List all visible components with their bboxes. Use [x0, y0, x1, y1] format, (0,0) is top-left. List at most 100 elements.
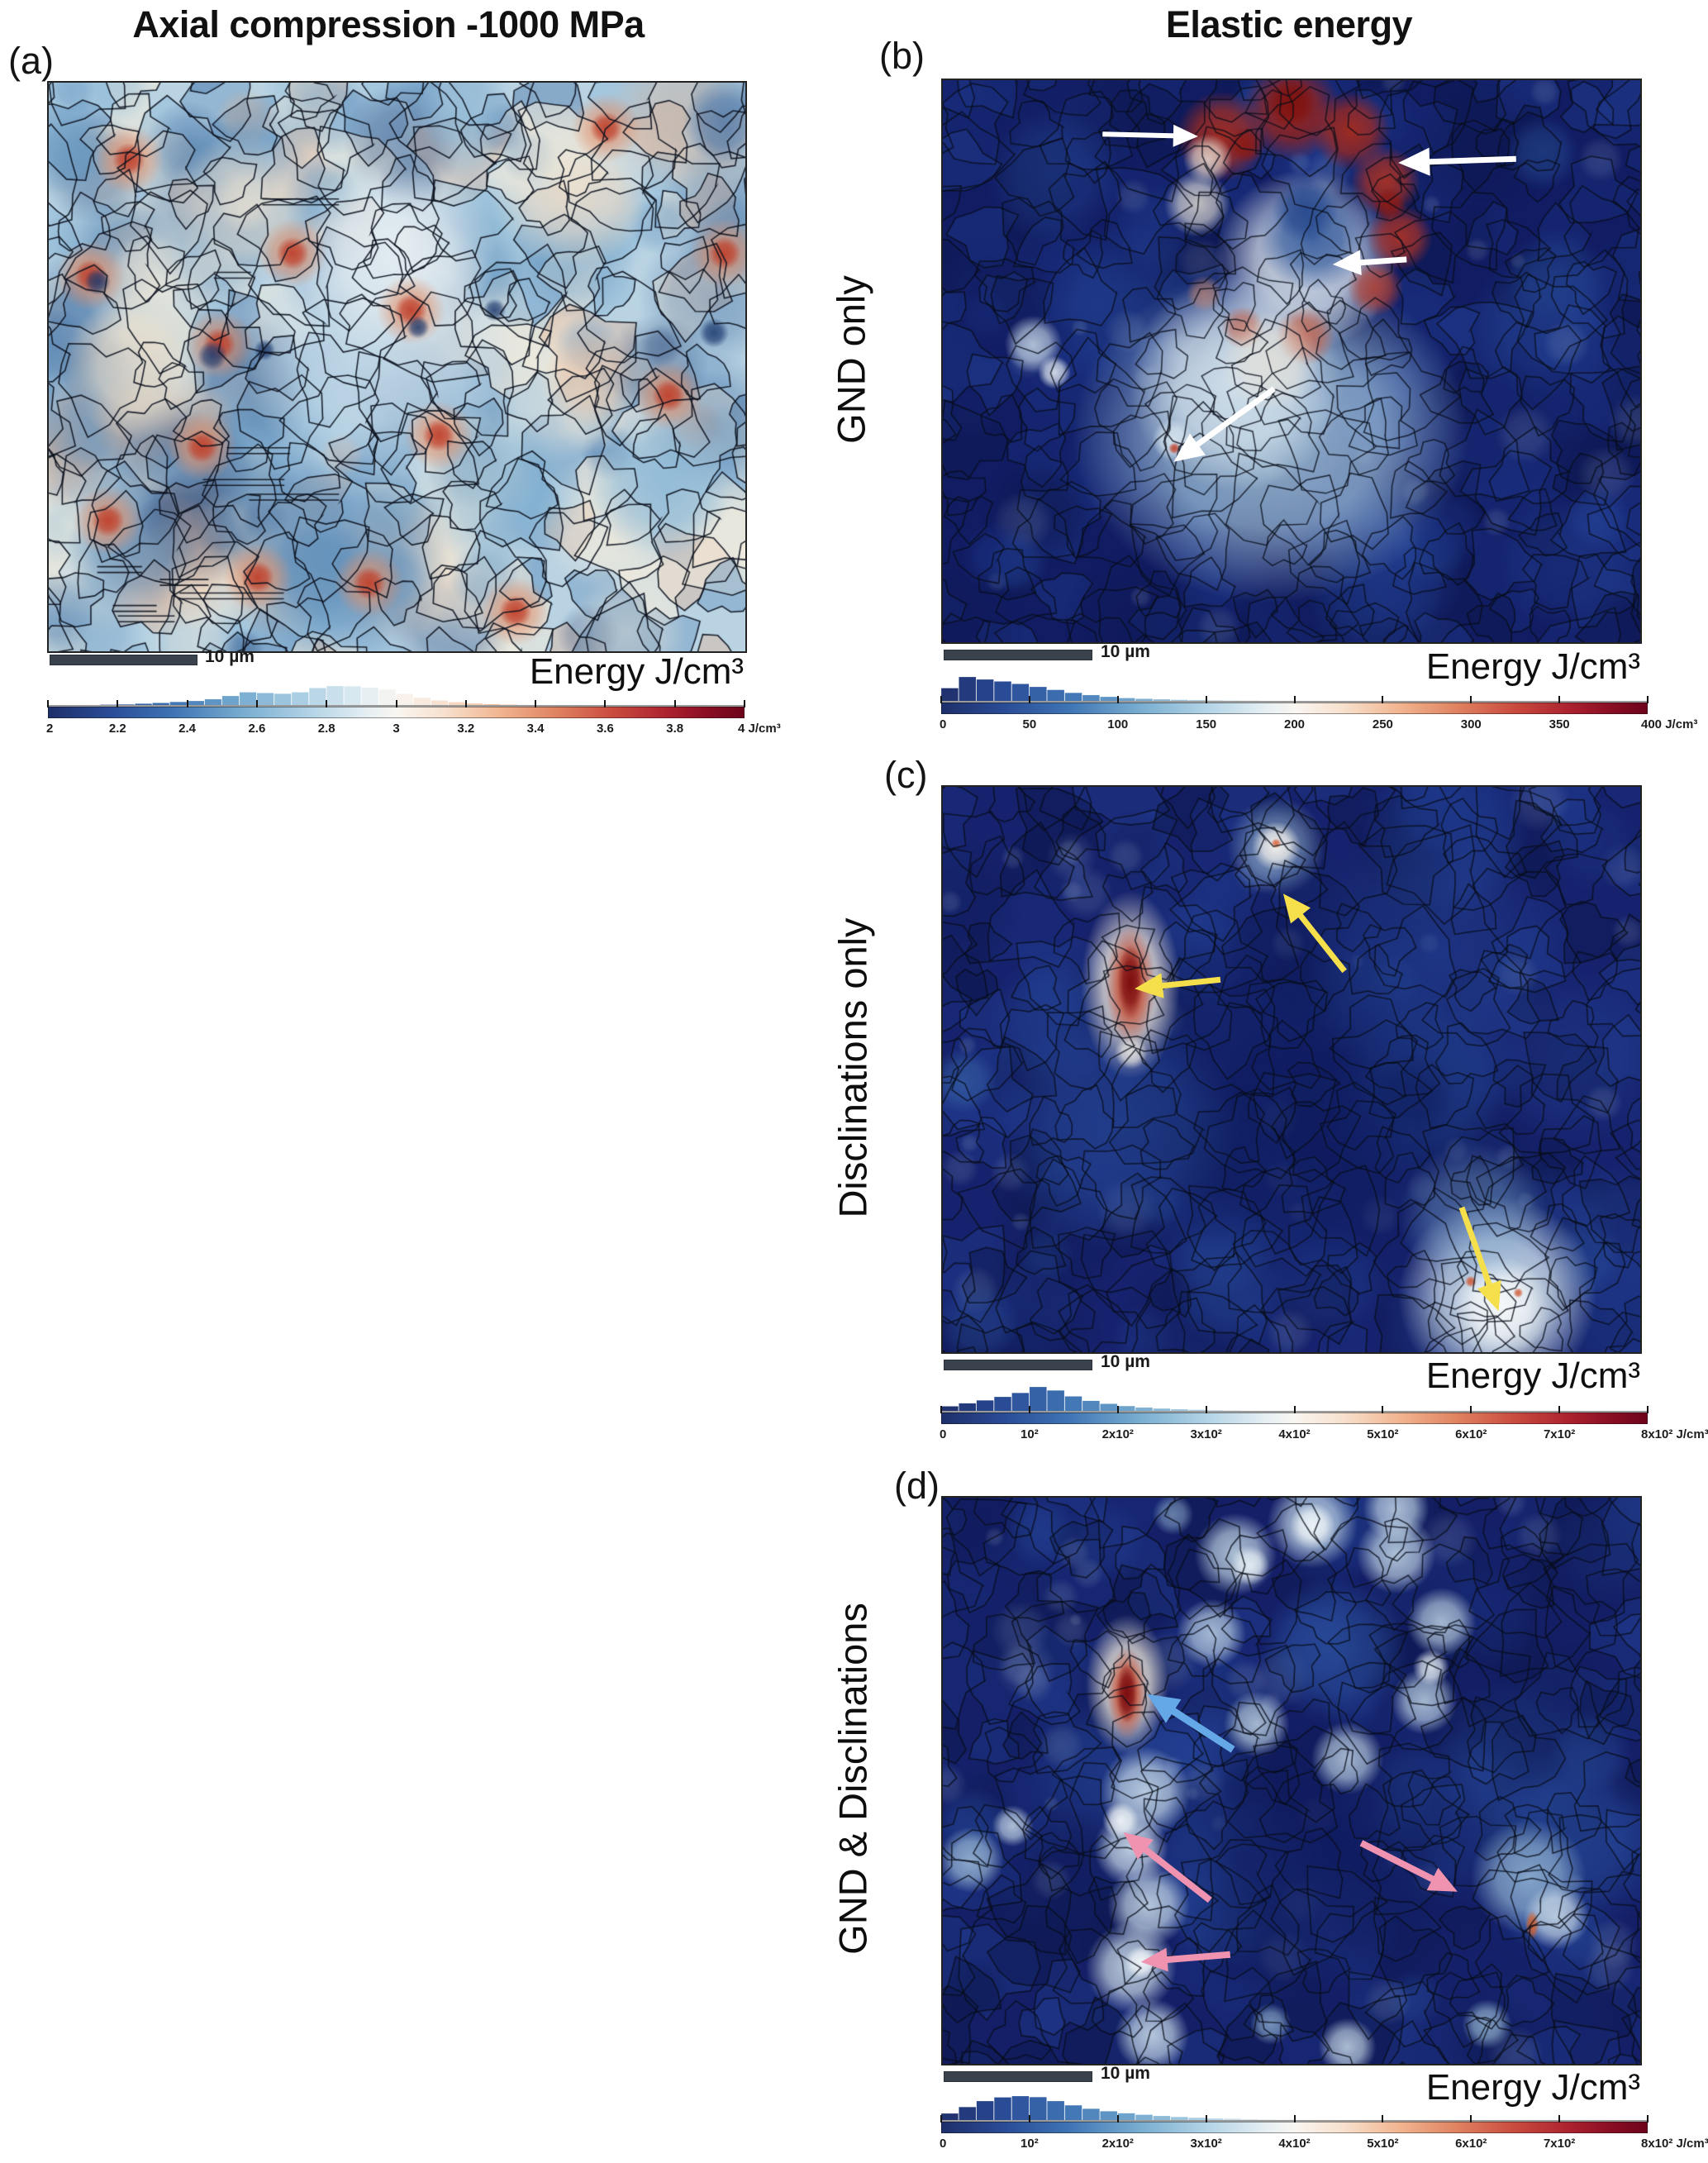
colorbar-tickmark [535, 700, 537, 708]
colorbar-tickmark [255, 700, 258, 708]
histogram-bar [1064, 2104, 1082, 2121]
histogram-bar [396, 693, 414, 706]
histogram-bar [1135, 2114, 1154, 2121]
colorbar-tick-label: 0 [940, 717, 947, 731]
histogram-bar [291, 692, 309, 706]
colorbar-tickmark [395, 700, 397, 708]
colorbar-tick-label: 2x10² [1101, 1427, 1134, 1441]
colorbar-tick-label: 2x10² [1101, 2137, 1134, 2151]
arrow-head [1173, 433, 1206, 462]
colorbar-tickmark [1470, 1406, 1472, 1413]
histogram-bar [959, 2107, 977, 2121]
colorbar-tickmark [604, 700, 607, 708]
colorbar-tick-label: 4x10² [1278, 2137, 1311, 2151]
colorbar-tick-label: 400 J/cm³ [1641, 717, 1698, 731]
colorbar-tick-label: 4x10² [1278, 1427, 1311, 1441]
colorbar-tickmark [1382, 1406, 1384, 1413]
colorbar-tick-label: 7x10² [1543, 1427, 1576, 1441]
colorbar-tick-label: 100 [1107, 717, 1129, 731]
colorbar-tickmark [1558, 2115, 1561, 2123]
elastic-energy-map-gnd-and-disclinations [941, 1496, 1642, 2065]
colorbar-tickmark [1205, 2115, 1207, 2123]
arrow-head [1477, 1279, 1501, 1312]
colorbar-tickmark [940, 696, 942, 703]
colorbar-tickmark [1116, 696, 1119, 703]
colorbar-tick-label: 50 [1022, 717, 1037, 731]
colorbar-tickmark [464, 700, 467, 708]
colorbar-tick-label: 200 [1283, 717, 1306, 731]
colorbar-tickmark [1028, 1406, 1030, 1413]
axial-compression-energy-map [47, 81, 747, 653]
colorbar-tickmark [1028, 2115, 1030, 2123]
arrow-head [1282, 893, 1311, 924]
arrow-line [1158, 976, 1221, 989]
colorbar-gradient [941, 1413, 1648, 1424]
annotation-arrows-c [1135, 893, 1501, 1312]
histogram-bar [1170, 2117, 1188, 2121]
colorbar-tickmark [940, 1406, 942, 1413]
colorbar-tick-label: 5x10² [1367, 2137, 1399, 2151]
panel-b-label: (b) [879, 35, 925, 77]
colorbar-tickmark [1116, 1406, 1119, 1413]
colorbar-gradient [48, 707, 745, 718]
colorbar-tick-label: 3.6 [596, 722, 614, 736]
colorbar-tickmark [1205, 1406, 1207, 1413]
colorbar-tick-label: 2 [46, 722, 54, 736]
colorbar-with-histogram-d: 0 10² 2x10² 3x10² 4x10² 5x10² 6x10² 7x10² 8x10² … [940, 2093, 1708, 2159]
colorbar-tickmark [186, 700, 188, 708]
arrow-line [1193, 386, 1276, 449]
colorbar-tick-label: 250 [1372, 717, 1393, 731]
histogram-bar [1047, 689, 1065, 702]
arrow-head [1140, 1947, 1168, 1972]
histogram-bar [221, 695, 240, 706]
histogram-bar [1029, 1386, 1047, 1412]
side-label-gnd-and-disclinations: GND & Disclinations [830, 1603, 875, 1955]
colorbar-tick-label: 8x10² J/cm³ [1641, 2137, 1708, 2151]
annotation-arrows-d [1123, 1694, 1458, 1972]
histogram-bar [274, 693, 292, 706]
colorbar-tick-label: 10² [1021, 2137, 1039, 2151]
histogram-bar [326, 685, 344, 706]
histogram-bar [1029, 686, 1047, 702]
side-label-disclinations-only: Disclinations only [830, 917, 875, 1218]
column-title-elastic-energy: Elastic energy [1165, 3, 1413, 45]
scale-bar-b [944, 650, 1092, 660]
histogram-bar [1170, 699, 1188, 702]
arrow-head [1135, 973, 1164, 998]
colorbar-tickmark [47, 700, 49, 708]
histogram-bar [976, 2100, 994, 2121]
elastic-energy-map-disclinations-only-canvas [943, 787, 1640, 1352]
panel-d-label: (d) [894, 1465, 940, 1507]
axial-compression-energy-map-canvas [49, 83, 745, 651]
energy-unit-label-b: Energy J/cm³ [1425, 646, 1640, 687]
annotation-arrows-a [49, 83, 745, 651]
histogram-bar [993, 2097, 1012, 2121]
histogram-bar [308, 688, 326, 706]
side-label-gnd-only: GND only [829, 275, 873, 444]
arrow-line [1357, 256, 1407, 266]
colorbar-tickmark [1647, 2115, 1649, 2123]
colorbar-tick-label: 350 [1549, 717, 1570, 731]
annotation-arrows-b [1102, 124, 1516, 462]
arrow-line [1296, 911, 1347, 974]
colorbar-tickmark [1647, 1406, 1649, 1413]
energy-unit-label-a: Energy J/cm³ [529, 651, 744, 692]
energy-unit-label-c: Energy J/cm³ [1425, 1355, 1640, 1396]
arrow-head [1147, 1694, 1182, 1723]
colorbar-tick-label: 6x10² [1455, 2137, 1487, 2151]
elastic-energy-map-gnd-only [941, 79, 1642, 644]
colorbar-tick-label: 3x10² [1190, 1427, 1222, 1441]
histogram-bar [344, 686, 361, 706]
colorbar-tickmark [744, 700, 745, 708]
elastic-energy-map-gnd-and-disclinations-canvas [943, 1498, 1640, 2064]
colorbar-tick-label: 8x10² J/cm³ [1641, 1427, 1708, 1441]
histogram-bar [993, 681, 1012, 702]
colorbar-gradient [941, 2122, 1648, 2133]
colorbar-tickmark [1470, 2115, 1472, 2123]
histogram-bar [976, 1400, 994, 1412]
arrow-line [1458, 1206, 1493, 1289]
colorbar-tickmark [673, 700, 676, 708]
colorbar-with-histogram-c: 0 10² 2x10² 3x10² 4x10² 5x10² 6x10² 7x10² 8x10² … [940, 1384, 1708, 1450]
colorbar-tickmark [1116, 2115, 1119, 2123]
